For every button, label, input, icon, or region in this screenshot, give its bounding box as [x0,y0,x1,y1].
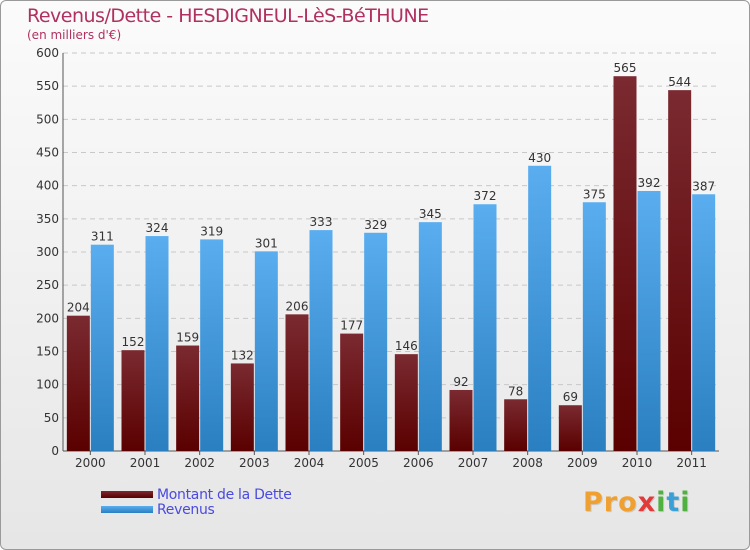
data-label-revenus: 387 [692,179,715,193]
y-tick-label: 250 [36,278,59,292]
data-label-dette: 204 [67,301,90,315]
legend-label-dette: Montant de la Dette [157,486,292,503]
chart-title: Revenus/Dette - HESDIGNEUL-LèS-BéTHUNE [27,5,429,27]
bar-dette [394,354,418,451]
y-tick-label: 450 [36,146,59,160]
data-label-dette: 146 [395,339,418,353]
legend-swatch-dette [101,491,153,498]
bar-revenus [528,165,552,451]
data-label-revenus: 333 [310,215,333,229]
y-tick-label: 400 [36,179,59,193]
bar-revenus [637,190,661,451]
data-label-revenus: 301 [255,236,278,250]
data-label-revenus: 392 [638,176,661,190]
bar-revenus [473,204,497,451]
bar-revenus [364,232,388,451]
x-tick-label: 2001 [130,456,161,470]
bar-revenus [90,244,114,451]
bar-dette [285,314,309,451]
y-tick-label: 50 [44,411,59,425]
proxiti-logo: Proxiti [583,487,691,518]
x-tick-label: 2000 [75,456,106,470]
bar-revenus [418,222,442,451]
data-label-dette: 152 [122,335,145,349]
data-label-revenus: 319 [200,224,223,238]
x-tick-label: 2006 [403,456,434,470]
data-label-revenus: 430 [528,151,551,165]
x-tick-label: 2009 [567,456,598,470]
bar-revenus [309,230,333,451]
bar-dette [340,333,364,451]
bar-revenus [582,202,606,451]
x-tick-label: 2003 [239,456,270,470]
data-label-dette: 206 [286,299,309,313]
legend-item-dette: Montant de la Dette [101,486,292,503]
data-label-dette: 159 [176,331,199,345]
x-tick-label: 2010 [622,456,653,470]
y-tick-label: 150 [36,345,59,359]
data-label-dette: 177 [340,319,363,333]
y-tick-label: 600 [36,46,59,60]
x-tick-label: 2005 [348,456,379,470]
y-tick-label: 350 [36,212,59,226]
chart-subtitle: (en milliers d'€) [27,28,122,42]
bar-dette [613,76,637,451]
x-tick-label: 2008 [512,456,543,470]
y-tick-label: 0 [51,444,59,458]
bar-dette [449,389,473,451]
data-label-revenus: 329 [364,218,387,232]
data-label-dette: 78 [508,384,523,398]
bar-revenus [200,239,224,451]
data-label-dette: 132 [231,348,254,362]
data-label-dette: 565 [614,61,637,75]
y-tick-label: 300 [36,245,59,259]
bar-dette [558,405,582,451]
x-tick-label: 2004 [294,456,325,470]
x-tick-label: 2007 [458,456,489,470]
bar-dette [176,345,200,451]
x-tick-label: 2011 [676,456,707,470]
bar-dette [504,399,528,451]
bar-dette [66,315,90,451]
x-tick-label: 2002 [184,456,215,470]
y-tick-label: 100 [36,378,59,392]
y-tick-label: 500 [36,112,59,126]
data-label-revenus: 311 [91,230,114,244]
y-tick-label: 200 [36,311,59,325]
data-label-dette: 544 [668,75,691,89]
legend-swatch-revenus [101,506,153,513]
data-label-revenus: 324 [146,221,169,235]
legend: Montant de la Dette Revenus [101,486,292,518]
data-label-revenus: 375 [583,187,606,201]
y-tick-label: 550 [36,79,59,93]
bar-revenus [145,236,169,451]
data-label-dette: 92 [453,375,468,389]
bar-revenus [254,251,278,451]
legend-item-revenus: Revenus [101,501,292,518]
data-label-revenus: 372 [474,189,497,203]
data-label-dette: 69 [563,390,578,404]
legend-label-revenus: Revenus [157,501,215,518]
bar-dette [668,90,692,451]
bar-dette [230,363,254,451]
data-label-revenus: 345 [419,207,442,221]
bar-dette [121,350,145,451]
bar-revenus [692,194,716,452]
